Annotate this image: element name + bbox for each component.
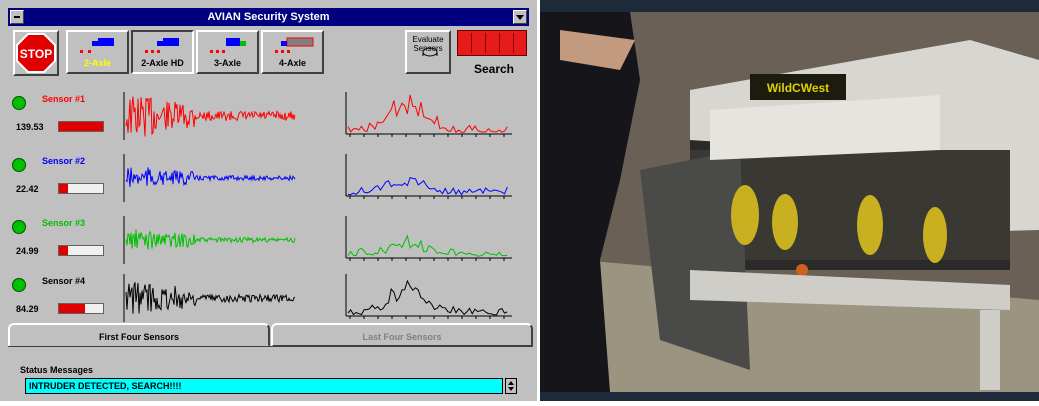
status-scrollbar[interactable]	[505, 378, 517, 394]
spectrum-line	[347, 94, 508, 134]
search-indicator	[457, 30, 527, 56]
sensor-waveform	[123, 154, 296, 202]
stop-sign-icon: STOP	[16, 33, 56, 73]
sensor-waveform	[123, 216, 296, 264]
tab-baseline	[8, 346, 533, 347]
axle-button-2[interactable]: 2-Axle	[66, 30, 129, 74]
truck-icon	[275, 37, 314, 53]
sensor-status-led	[12, 220, 26, 234]
waveform-line	[125, 229, 296, 250]
avian-app-window: AVIAN Security System STOP 2-Axle 2-Axle…	[0, 0, 537, 401]
spectrum-line	[347, 234, 508, 257]
scroll-down-icon[interactable]	[508, 387, 514, 391]
scroll-up-icon[interactable]	[508, 381, 514, 385]
sensor-status-led	[12, 158, 26, 172]
sensor-spectrum	[345, 216, 512, 261]
sensor-spectrum	[345, 92, 512, 137]
sensor-level-bar	[58, 303, 104, 314]
axle-button-4[interactable]: 4-Axle	[261, 30, 324, 74]
spectrum-line	[347, 176, 508, 196]
sensor-name: Sensor #3	[42, 218, 86, 228]
spectrum-line	[347, 279, 508, 316]
sensor-waveform	[123, 274, 296, 322]
sensor-level-fill	[59, 304, 86, 313]
photo-sign-text: WildCWest	[767, 81, 829, 95]
truck-icon	[80, 38, 114, 53]
axle-label: 3-Axle	[213, 58, 241, 68]
sensor-status-led	[12, 96, 26, 110]
axle-label: 2-Axle HD	[141, 58, 184, 68]
axle-button-2hd[interactable]: 2-Axle HD	[131, 30, 194, 74]
camera-photo: WildCWest	[540, 0, 1039, 401]
truck-icon	[145, 38, 179, 53]
waveform-line	[125, 167, 296, 187]
sensor-level-fill	[59, 184, 68, 193]
sensor-name: Sensor #4	[42, 276, 86, 286]
axle-label: 4-Axle	[278, 58, 306, 68]
system-menu-button[interactable]	[10, 10, 24, 24]
waveform-line	[125, 282, 296, 314]
sensor-spectrum	[345, 154, 512, 199]
status-messages-label: Status Messages	[20, 365, 94, 375]
sensor-value: 24.99	[16, 246, 39, 256]
stop-label: STOP	[20, 47, 52, 61]
sensor-box-photo-image: WildCWest	[540, 0, 1039, 401]
window-title: AVIAN Security System	[207, 11, 330, 23]
sensor-value: 22.42	[16, 184, 39, 194]
sensor-level-bar	[58, 121, 104, 132]
evaluate-sensors-button[interactable]: Evaluate Sensors	[405, 30, 451, 74]
stop-button[interactable]: STOP	[13, 30, 59, 76]
sensor-status-led	[12, 278, 26, 292]
sensor-name: Sensor #1	[42, 94, 86, 104]
waveform-line	[125, 96, 296, 137]
sensor-icon	[422, 47, 438, 57]
axle-label: 2-Axle	[83, 58, 111, 68]
title-bar: AVIAN Security System	[8, 8, 529, 26]
sensor-level-bar	[58, 245, 104, 256]
photo-sign	[750, 74, 846, 100]
tab-last-four-sensors[interactable]: Last Four Sensors	[271, 323, 533, 347]
sensor-spectrum	[345, 274, 512, 319]
status-message-field: INTRUDER DETECTED, SEARCH!!!!	[25, 378, 503, 394]
axle-button-3[interactable]: 3-Axle	[196, 30, 259, 74]
sensor-value: 139.53	[16, 122, 44, 132]
sensor-name: Sensor #2	[42, 156, 86, 166]
sensor-level-fill	[59, 122, 103, 131]
truck-icon	[210, 38, 246, 53]
sensor-panel: Sensor #1 139.53 Sensor #2 22.42 Sensor #3 24…	[8, 82, 536, 322]
minimize-button[interactable]	[513, 10, 527, 24]
sensor-level-bar	[58, 183, 104, 194]
search-label: Search	[473, 62, 515, 76]
sensor-level-fill	[59, 246, 68, 255]
tab-first-four-sensors[interactable]: First Four Sensors	[8, 323, 270, 347]
sensor-waveform	[123, 92, 296, 140]
sensor-value: 84.29	[16, 304, 39, 314]
